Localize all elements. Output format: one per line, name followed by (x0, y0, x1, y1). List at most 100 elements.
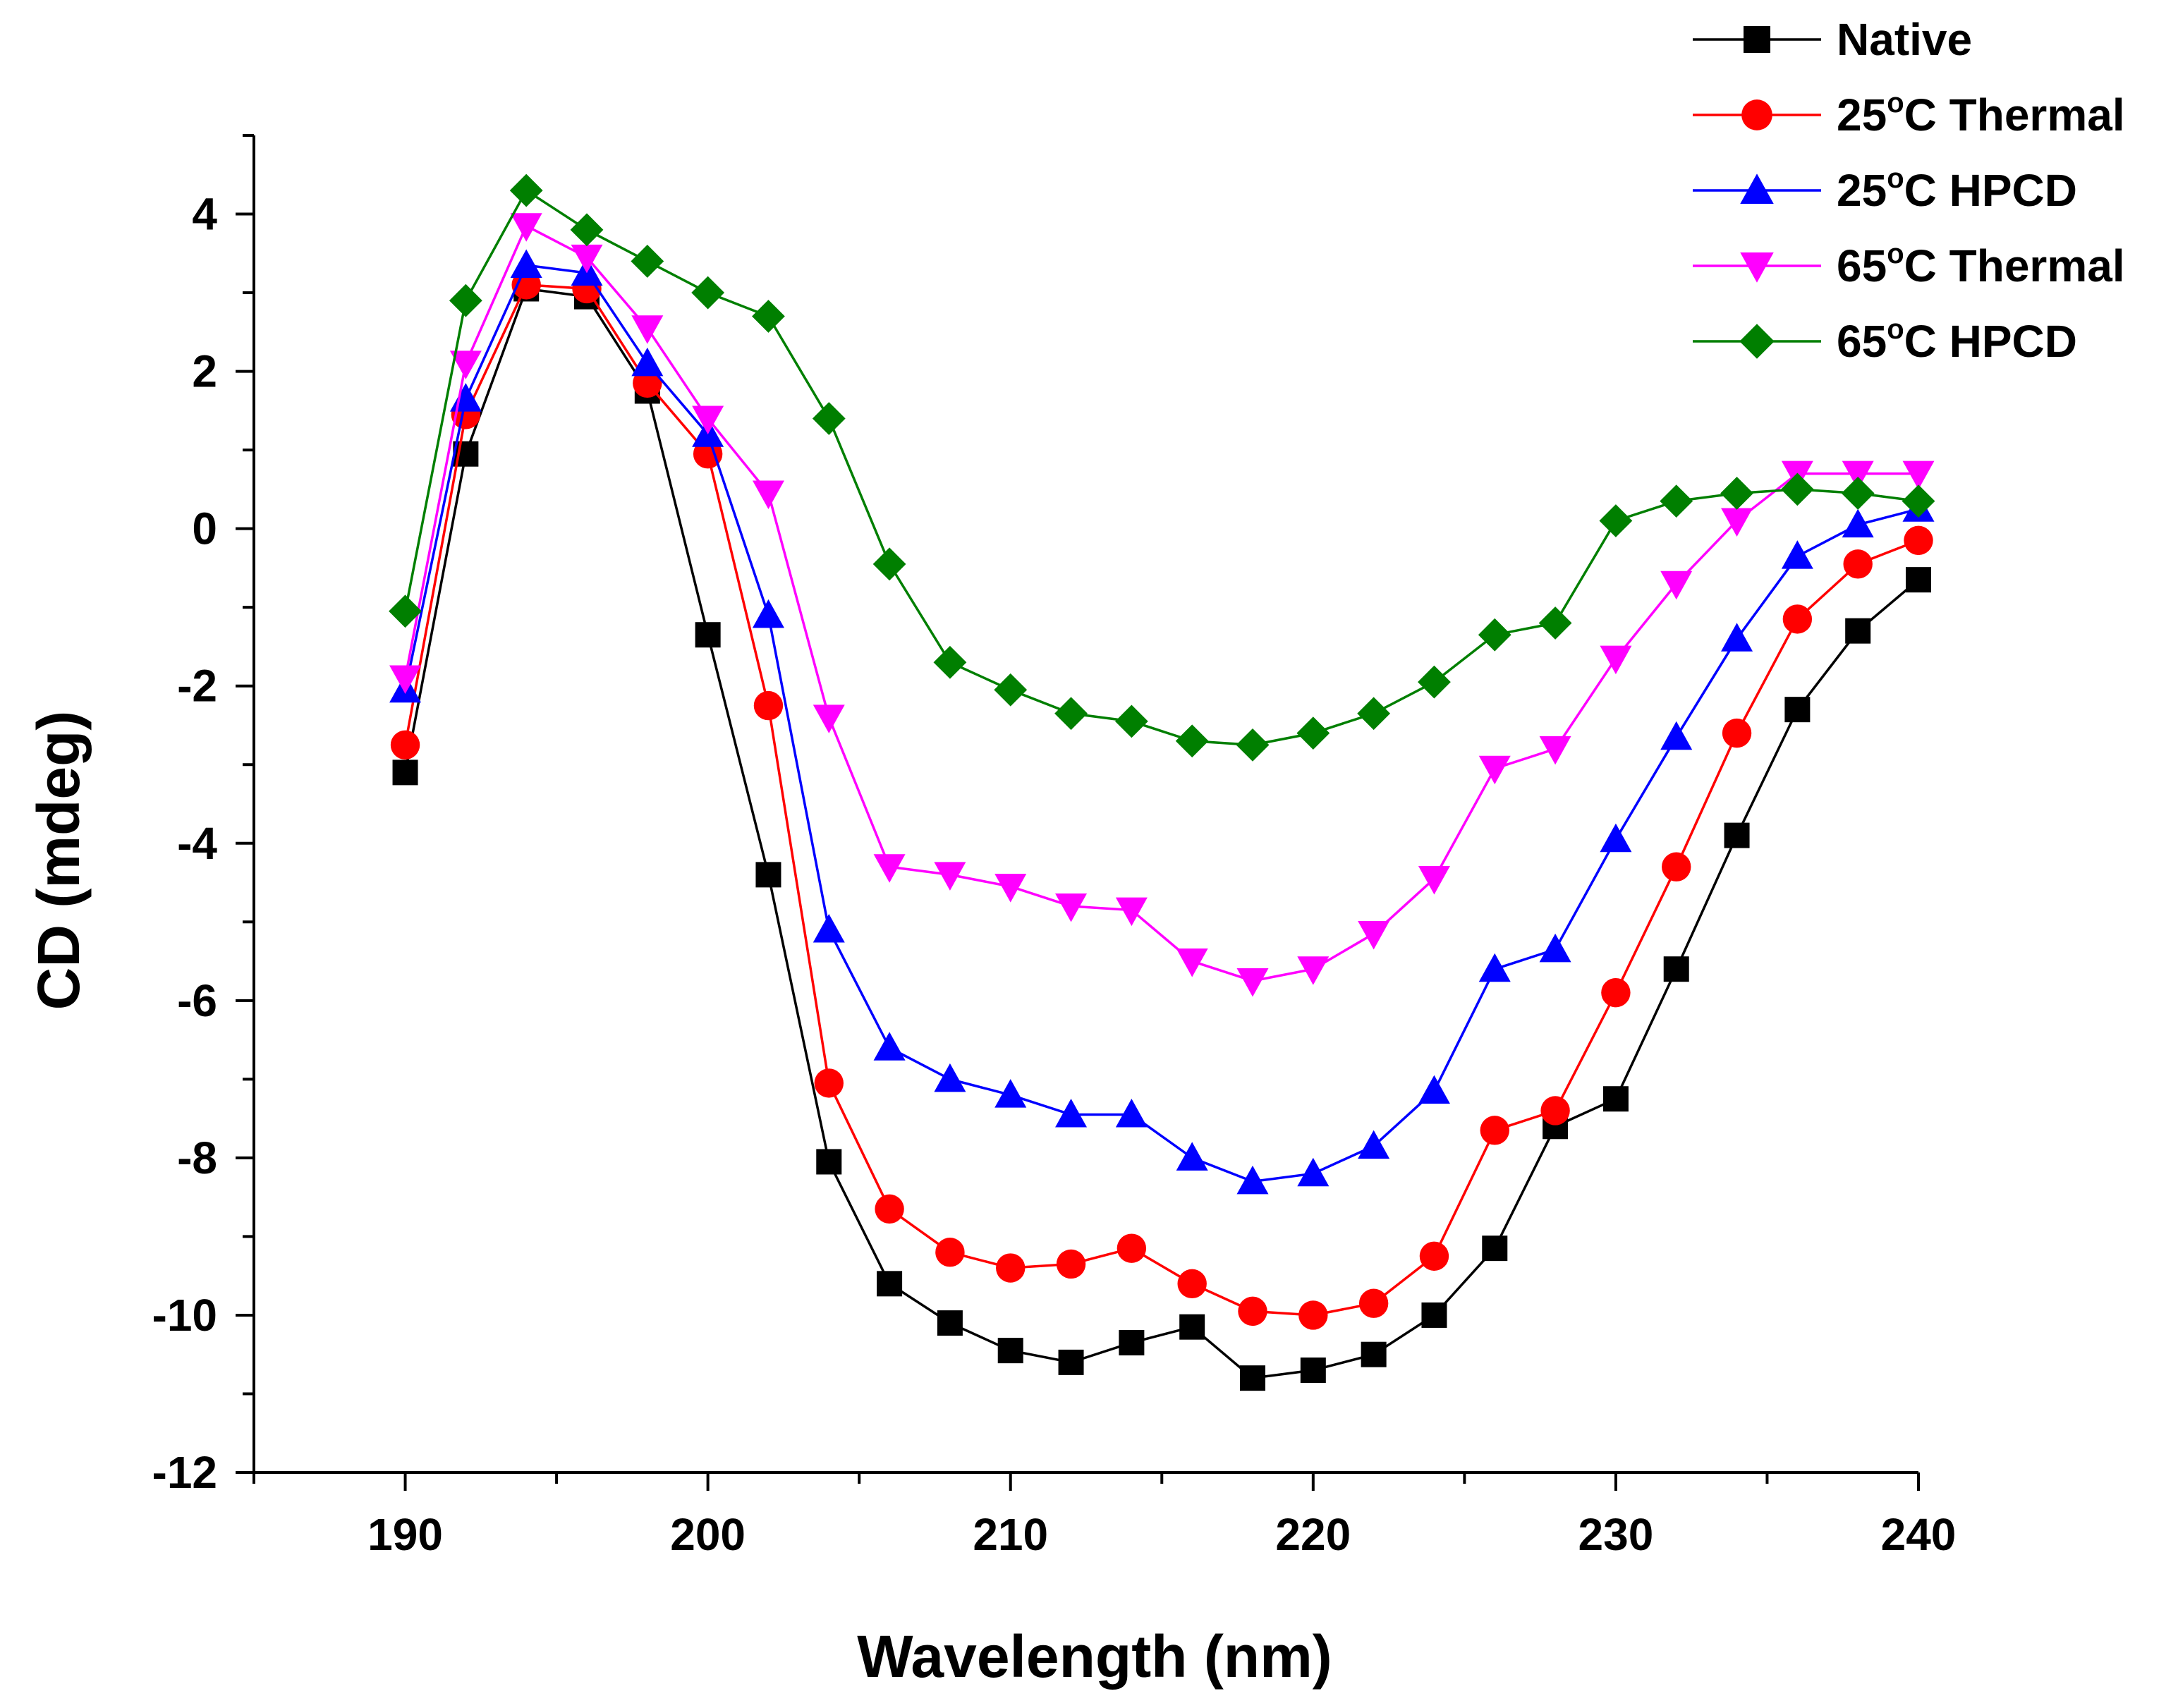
data-point (1300, 1358, 1326, 1384)
legend-item-1: 25oC Thermal (1693, 87, 2125, 140)
series-3 (389, 213, 1935, 997)
legend-label: 25oC HPCD (1837, 163, 2077, 216)
data-point (1722, 718, 1752, 748)
data-point (1297, 956, 1330, 985)
data-point (692, 405, 724, 435)
x-tick-label: 220 (1275, 1509, 1351, 1560)
data-point (1662, 852, 1691, 882)
legend-label: 25oC Thermal (1837, 87, 2125, 140)
data-point (389, 665, 422, 695)
data-point (1781, 540, 1813, 569)
legend-marker (1740, 173, 1774, 204)
legend-marker (1744, 26, 1770, 53)
data-point (873, 1032, 906, 1061)
data-point (389, 594, 422, 628)
data-point (1114, 704, 1148, 738)
data-point (1660, 721, 1693, 750)
series-line (403, 224, 1918, 982)
data-point (1902, 460, 1935, 490)
data-point (1176, 1142, 1208, 1171)
legend: Native 25oC Thermal 25oC HPCD 65oC Thermal 6… (1693, 14, 2125, 367)
series-1 (390, 270, 1933, 1330)
legend-item-0: Native (1693, 14, 1972, 65)
data-point (873, 854, 906, 883)
data-point (1119, 1329, 1145, 1355)
data-point (1843, 549, 1873, 579)
series-line (403, 287, 1920, 1379)
data-point (1296, 716, 1330, 750)
y-tick-label: 4 (192, 189, 217, 240)
legend-marker (1739, 324, 1775, 359)
data-point (1055, 893, 1088, 922)
data-point (1179, 1314, 1205, 1340)
data-point (1663, 956, 1689, 982)
data-point (1175, 724, 1209, 758)
data-point (1361, 1341, 1387, 1367)
y-tick-label: -10 (152, 1290, 218, 1341)
data-point (1724, 822, 1750, 848)
data-point (510, 249, 542, 279)
data-point (691, 276, 725, 310)
data-point (449, 350, 482, 379)
data-point (570, 213, 604, 247)
legend-marker (1740, 252, 1774, 283)
legend-item-2: 25oC HPCD (1693, 163, 2077, 216)
data-point (1539, 933, 1571, 963)
data-point (934, 862, 966, 891)
data-point (1904, 525, 1933, 556)
data-point (1602, 1086, 1629, 1112)
data-point (1845, 618, 1871, 644)
series-line (403, 264, 1919, 1183)
data-point (631, 315, 664, 344)
data-point (877, 1271, 903, 1297)
data-point (1540, 1096, 1570, 1126)
series-line (403, 188, 1919, 747)
data-point (1358, 1130, 1390, 1159)
legend-label: Native (1837, 14, 1972, 65)
data-point (1480, 1116, 1509, 1145)
data-point (1538, 606, 1572, 640)
data-point (752, 300, 785, 333)
data-point (1782, 604, 1813, 634)
data-point (1358, 1288, 1389, 1318)
data-point (1660, 571, 1693, 600)
data-point (1298, 1300, 1328, 1330)
legend-marker (1741, 99, 1772, 130)
y-tick-label: -2 (177, 661, 217, 712)
data-point (996, 1253, 1026, 1283)
data-point (1478, 953, 1511, 982)
axes: 190 200 210 220 230 240 -12 -10 -8 -6 -4 -2 0 2 4 (152, 134, 1956, 1560)
data-point (1115, 1099, 1148, 1128)
data-point (1054, 697, 1088, 731)
y-axis-title: CD (mdeg) (25, 711, 92, 1011)
data-point (1660, 484, 1693, 518)
data-point (571, 244, 603, 274)
data-point (695, 622, 721, 648)
y-tick-label: -12 (152, 1447, 218, 1498)
data-point (1599, 504, 1633, 537)
data-point (1902, 484, 1935, 518)
data-point (449, 383, 482, 412)
data-point (752, 599, 784, 628)
data-point (449, 283, 482, 317)
data-point (1238, 1296, 1267, 1326)
data-point (1600, 823, 1632, 853)
y-tick-label: 2 (192, 346, 217, 397)
legend-label: 65oC HPCD (1837, 314, 2077, 367)
data-point (1478, 618, 1511, 652)
data-point (933, 645, 967, 679)
y-tick-label: -6 (177, 975, 217, 1026)
data-point (510, 213, 542, 242)
data-point (994, 673, 1028, 707)
data-point (1357, 697, 1391, 731)
data-point (1115, 897, 1148, 927)
data-point (509, 173, 543, 207)
data-point (1055, 1099, 1088, 1128)
y-tick-label: -4 (177, 818, 217, 869)
data-point (1539, 736, 1571, 765)
x-tick-label: 190 (367, 1509, 443, 1560)
data-point (934, 1063, 966, 1092)
data-point (752, 480, 784, 509)
data-point (1842, 508, 1874, 538)
